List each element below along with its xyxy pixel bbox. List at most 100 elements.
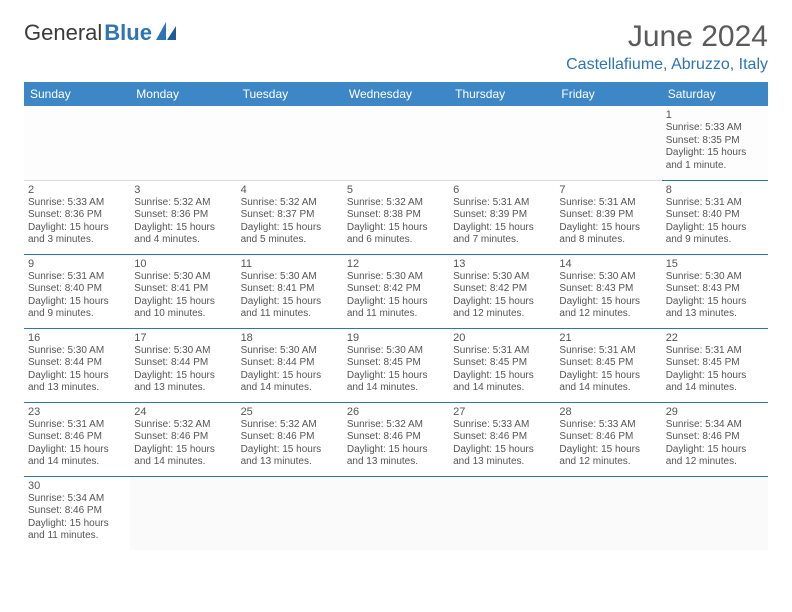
calendar-cell: 9Sunrise: 5:31 AMSunset: 8:40 PMDaylight… (24, 254, 130, 328)
day-info: Sunrise: 5:30 AMSunset: 8:41 PMDaylight:… (134, 271, 232, 321)
day-number: 17 (134, 332, 232, 344)
sunrise-line: Sunrise: 5:31 AM (28, 271, 126, 284)
sunset-line: Sunset: 8:45 PM (559, 357, 657, 370)
daylight-line: Daylight: 15 hours and 12 minutes. (666, 444, 764, 469)
day-number: 24 (134, 406, 232, 418)
daylight-line: Daylight: 15 hours and 13 minutes. (134, 370, 232, 395)
calendar-cell (24, 106, 130, 180)
sunrise-line: Sunrise: 5:32 AM (241, 419, 339, 432)
sunset-line: Sunset: 8:41 PM (241, 283, 339, 296)
day-number: 19 (347, 332, 445, 344)
daylight-line: Daylight: 15 hours and 5 minutes. (241, 222, 339, 247)
sunset-line: Sunset: 8:46 PM (453, 431, 551, 444)
calendar-cell: 19Sunrise: 5:30 AMSunset: 8:45 PMDayligh… (343, 328, 449, 402)
sunset-line: Sunset: 8:46 PM (134, 431, 232, 444)
sunset-line: Sunset: 8:46 PM (28, 505, 126, 518)
col-sunday: Sunday (24, 82, 130, 106)
sunset-line: Sunset: 8:43 PM (559, 283, 657, 296)
col-monday: Monday (130, 82, 236, 106)
calendar-cell: 8Sunrise: 5:31 AMSunset: 8:40 PMDaylight… (662, 180, 768, 254)
day-number: 25 (241, 406, 339, 418)
daylight-line: Daylight: 15 hours and 8 minutes. (559, 222, 657, 247)
daylight-line: Daylight: 15 hours and 12 minutes. (559, 296, 657, 321)
col-saturday: Saturday (662, 82, 768, 106)
day-number: 5 (347, 184, 445, 196)
sunset-line: Sunset: 8:40 PM (666, 209, 764, 222)
daylight-line: Daylight: 15 hours and 13 minutes. (241, 444, 339, 469)
col-wednesday: Wednesday (343, 82, 449, 106)
sunrise-line: Sunrise: 5:33 AM (666, 122, 764, 135)
day-info: Sunrise: 5:32 AMSunset: 8:38 PMDaylight:… (347, 197, 445, 247)
calendar-cell: 2Sunrise: 5:33 AMSunset: 8:36 PMDaylight… (24, 180, 130, 254)
sunset-line: Sunset: 8:45 PM (453, 357, 551, 370)
calendar-cell (555, 476, 661, 550)
sunset-line: Sunset: 8:45 PM (666, 357, 764, 370)
calendar-cell (662, 476, 768, 550)
day-info: Sunrise: 5:32 AMSunset: 8:37 PMDaylight:… (241, 197, 339, 247)
calendar-cell: 21Sunrise: 5:31 AMSunset: 8:45 PMDayligh… (555, 328, 661, 402)
sunset-line: Sunset: 8:36 PM (28, 209, 126, 222)
day-number: 4 (241, 184, 339, 196)
day-number: 23 (28, 406, 126, 418)
day-number: 14 (559, 258, 657, 270)
daylight-line: Daylight: 15 hours and 14 minutes. (453, 370, 551, 395)
calendar-cell (130, 476, 236, 550)
calendar-cell (449, 476, 555, 550)
day-number: 21 (559, 332, 657, 344)
day-number: 8 (666, 184, 764, 196)
calendar-cell: 25Sunrise: 5:32 AMSunset: 8:46 PMDayligh… (237, 402, 343, 476)
sunrise-line: Sunrise: 5:30 AM (453, 271, 551, 284)
sunset-line: Sunset: 8:36 PM (134, 209, 232, 222)
sunset-line: Sunset: 8:44 PM (28, 357, 126, 370)
calendar-cell: 29Sunrise: 5:34 AMSunset: 8:46 PMDayligh… (662, 402, 768, 476)
calendar-cell: 11Sunrise: 5:30 AMSunset: 8:41 PMDayligh… (237, 254, 343, 328)
day-info: Sunrise: 5:30 AMSunset: 8:43 PMDaylight:… (559, 271, 657, 321)
sunrise-line: Sunrise: 5:34 AM (666, 419, 764, 432)
day-info: Sunrise: 5:30 AMSunset: 8:44 PMDaylight:… (241, 345, 339, 395)
day-info: Sunrise: 5:31 AMSunset: 8:39 PMDaylight:… (559, 197, 657, 247)
daylight-line: Daylight: 15 hours and 13 minutes. (28, 370, 126, 395)
day-number: 16 (28, 332, 126, 344)
sunrise-line: Sunrise: 5:33 AM (28, 197, 126, 210)
title-block: June 2024 Castellafiume, Abruzzo, Italy (566, 20, 768, 74)
logo: GeneralBlue (24, 20, 178, 46)
day-info: Sunrise: 5:32 AMSunset: 8:36 PMDaylight:… (134, 197, 232, 247)
day-number: 13 (453, 258, 551, 270)
day-info: Sunrise: 5:33 AMSunset: 8:35 PMDaylight:… (666, 122, 764, 172)
col-friday: Friday (555, 82, 661, 106)
sunrise-line: Sunrise: 5:30 AM (347, 271, 445, 284)
sunrise-line: Sunrise: 5:30 AM (134, 345, 232, 358)
sunrise-line: Sunrise: 5:32 AM (134, 419, 232, 432)
sunrise-line: Sunrise: 5:34 AM (28, 493, 126, 506)
day-number: 28 (559, 406, 657, 418)
sunrise-line: Sunrise: 5:30 AM (559, 271, 657, 284)
daylight-line: Daylight: 15 hours and 14 minutes. (134, 444, 232, 469)
day-info: Sunrise: 5:31 AMSunset: 8:45 PMDaylight:… (666, 345, 764, 395)
sunset-line: Sunset: 8:46 PM (347, 431, 445, 444)
daylight-line: Daylight: 15 hours and 9 minutes. (666, 222, 764, 247)
sunrise-line: Sunrise: 5:33 AM (453, 419, 551, 432)
day-info: Sunrise: 5:31 AMSunset: 8:45 PMDaylight:… (453, 345, 551, 395)
daylight-line: Daylight: 15 hours and 12 minutes. (453, 296, 551, 321)
day-number: 26 (347, 406, 445, 418)
sunset-line: Sunset: 8:46 PM (241, 431, 339, 444)
col-thursday: Thursday (449, 82, 555, 106)
sunrise-line: Sunrise: 5:31 AM (559, 345, 657, 358)
day-info: Sunrise: 5:32 AMSunset: 8:46 PMDaylight:… (241, 419, 339, 469)
day-info: Sunrise: 5:31 AMSunset: 8:40 PMDaylight:… (666, 197, 764, 247)
daylight-line: Daylight: 15 hours and 14 minutes. (241, 370, 339, 395)
daylight-line: Daylight: 15 hours and 6 minutes. (347, 222, 445, 247)
calendar-cell: 12Sunrise: 5:30 AMSunset: 8:42 PMDayligh… (343, 254, 449, 328)
sunrise-line: Sunrise: 5:31 AM (28, 419, 126, 432)
daylight-line: Daylight: 15 hours and 9 minutes. (28, 296, 126, 321)
day-number: 12 (347, 258, 445, 270)
daylight-line: Daylight: 15 hours and 13 minutes. (453, 444, 551, 469)
day-number: 27 (453, 406, 551, 418)
day-info: Sunrise: 5:30 AMSunset: 8:44 PMDaylight:… (28, 345, 126, 395)
sunset-line: Sunset: 8:35 PM (666, 135, 764, 148)
day-info: Sunrise: 5:31 AMSunset: 8:40 PMDaylight:… (28, 271, 126, 321)
day-info: Sunrise: 5:33 AMSunset: 8:46 PMDaylight:… (453, 419, 551, 469)
day-number: 7 (559, 184, 657, 196)
logo-text-general: General (24, 20, 102, 46)
calendar-cell: 7Sunrise: 5:31 AMSunset: 8:39 PMDaylight… (555, 180, 661, 254)
